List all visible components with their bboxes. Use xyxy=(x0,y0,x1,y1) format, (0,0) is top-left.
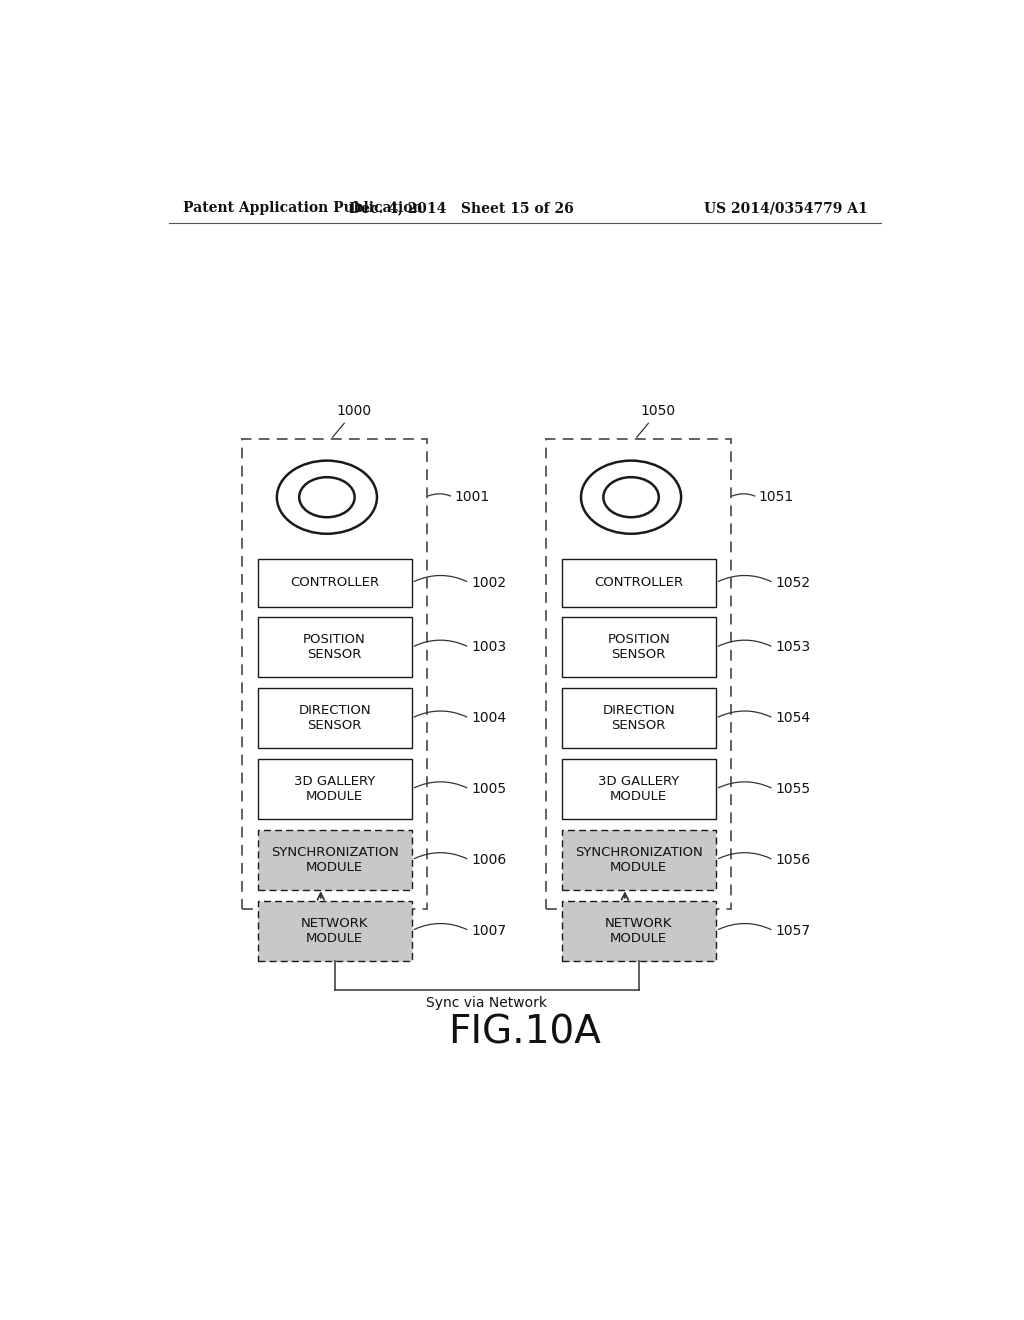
FancyBboxPatch shape xyxy=(258,830,412,890)
Text: Dec. 4, 2014   Sheet 15 of 26: Dec. 4, 2014 Sheet 15 of 26 xyxy=(349,202,574,215)
Text: CONTROLLER: CONTROLLER xyxy=(594,576,683,589)
FancyBboxPatch shape xyxy=(258,759,412,818)
FancyBboxPatch shape xyxy=(562,618,716,677)
Text: 1053: 1053 xyxy=(776,640,811,655)
Text: 1057: 1057 xyxy=(776,924,811,937)
Text: Patent Application Publication: Patent Application Publication xyxy=(183,202,423,215)
Text: 1004: 1004 xyxy=(472,711,507,725)
FancyBboxPatch shape xyxy=(258,558,412,607)
Text: US 2014/0354779 A1: US 2014/0354779 A1 xyxy=(705,202,868,215)
FancyBboxPatch shape xyxy=(562,830,716,890)
Text: FIG.10A: FIG.10A xyxy=(449,1014,601,1051)
Text: 1007: 1007 xyxy=(472,924,507,937)
Text: 1002: 1002 xyxy=(472,576,507,590)
Text: 3D GALLERY
MODULE: 3D GALLERY MODULE xyxy=(598,775,679,803)
FancyBboxPatch shape xyxy=(258,618,412,677)
FancyBboxPatch shape xyxy=(562,558,716,607)
FancyBboxPatch shape xyxy=(258,900,412,961)
Text: POSITION
SENSOR: POSITION SENSOR xyxy=(303,634,366,661)
FancyBboxPatch shape xyxy=(562,900,716,961)
FancyBboxPatch shape xyxy=(562,688,716,748)
Text: 1001: 1001 xyxy=(455,490,489,504)
Text: 1054: 1054 xyxy=(776,711,811,725)
Text: 1055: 1055 xyxy=(776,781,811,796)
Text: DIRECTION
SENSOR: DIRECTION SENSOR xyxy=(298,704,371,733)
Text: 1006: 1006 xyxy=(472,853,507,867)
Text: 1000: 1000 xyxy=(336,404,372,418)
FancyBboxPatch shape xyxy=(562,759,716,818)
Text: SYNCHRONIZATION
MODULE: SYNCHRONIZATION MODULE xyxy=(270,846,398,874)
Text: Sync via Network: Sync via Network xyxy=(426,997,547,1010)
Text: 1056: 1056 xyxy=(776,853,811,867)
Text: 1005: 1005 xyxy=(472,781,507,796)
Text: CONTROLLER: CONTROLLER xyxy=(290,576,379,589)
Text: 3D GALLERY
MODULE: 3D GALLERY MODULE xyxy=(294,775,375,803)
FancyBboxPatch shape xyxy=(258,688,412,748)
Text: NETWORK
MODULE: NETWORK MODULE xyxy=(301,916,369,945)
Text: SYNCHRONIZATION
MODULE: SYNCHRONIZATION MODULE xyxy=(574,846,702,874)
Text: 1003: 1003 xyxy=(472,640,507,655)
Text: POSITION
SENSOR: POSITION SENSOR xyxy=(607,634,670,661)
Text: DIRECTION
SENSOR: DIRECTION SENSOR xyxy=(602,704,675,733)
Text: NETWORK
MODULE: NETWORK MODULE xyxy=(605,916,673,945)
Text: 1051: 1051 xyxy=(759,490,795,504)
Text: 1050: 1050 xyxy=(640,404,676,418)
Text: 1052: 1052 xyxy=(776,576,811,590)
